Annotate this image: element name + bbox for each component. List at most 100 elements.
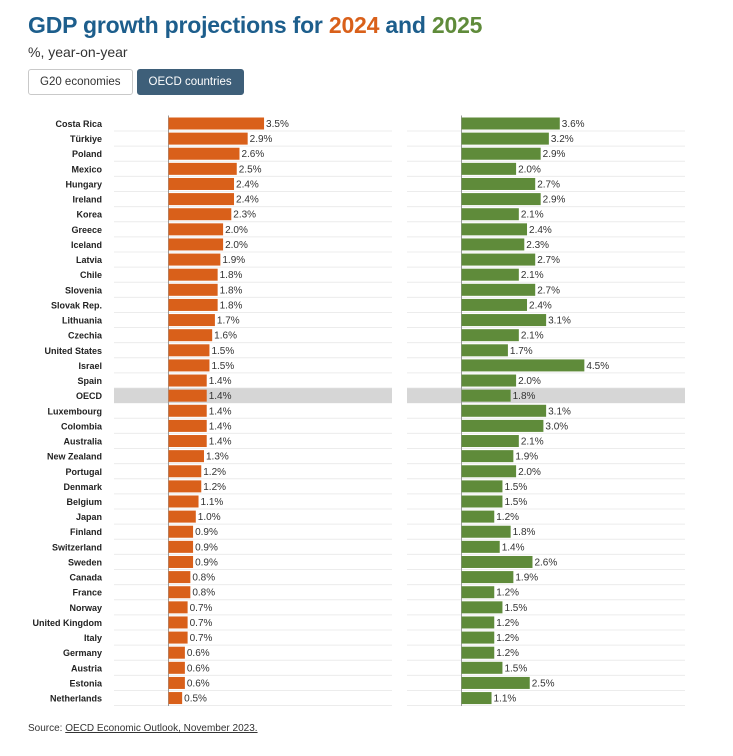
tab-oecd-countries[interactable]: OECD countries [136,69,244,95]
value-label: 0.6% [187,663,210,674]
category-label: Japan [76,512,102,522]
value-label: 1.2% [496,588,519,599]
value-label: 1.0% [198,512,221,523]
source-note: Source: OECD Economic Outlook, November … [28,723,258,734]
category-label: United Kingdom [33,618,103,628]
value-label: 1.4% [209,421,232,432]
value-label: 1.1% [201,497,224,508]
bar-2024 [168,193,235,206]
bar-2025 [461,692,492,705]
bar-2024 [168,268,218,281]
bar-2025 [461,601,503,614]
bar-2025 [461,359,585,372]
category-label: Estonia [69,678,103,688]
bar-2024 [168,132,248,145]
category-label: Norway [69,603,102,613]
source-link[interactable]: OECD Economic Outlook, November 2023. [65,723,258,734]
value-label: 2.0% [225,225,248,236]
value-label: 2.9% [543,149,566,160]
category-label: Germany [63,648,102,658]
category-label: Denmark [63,482,103,492]
category-label: New Zealand [47,452,102,462]
category-label: Portugal [65,467,102,477]
category-label: Canada [69,573,103,583]
category-label: United States [44,346,102,356]
bar-2024 [168,329,213,342]
value-label: 2.1% [521,210,544,221]
value-label: 1.4% [502,542,525,553]
value-label: 0.7% [190,603,213,614]
value-label: 2.3% [233,210,256,221]
value-label: 1.8% [220,270,243,281]
bar-2024 [168,616,188,629]
bar-2024 [168,208,232,221]
bar-2024 [168,147,240,160]
category-label: Spain [77,376,102,386]
category-label: Korea [76,210,103,220]
category-label: Türkiye [70,134,102,144]
value-label: 1.5% [211,361,234,372]
bar-2025 [461,374,517,387]
category-label: Mexico [71,164,102,174]
bar-2025 [461,646,495,659]
value-label: 0.8% [192,588,215,599]
category-label: Costa Rica [55,119,103,129]
category-label: Sweden [68,557,102,567]
bar-2024 [168,676,185,689]
bar-2025 [461,586,495,599]
bar-2024 [168,389,207,402]
bar-2025 [461,329,519,342]
bar-2024 [168,314,215,327]
value-label: 0.7% [190,633,213,644]
bar-2025 [461,510,495,523]
value-label: 3.0% [545,421,568,432]
chart-title: GDP growth projections for 2024 and 2025 [28,12,482,39]
chart-subtitle: %, year-on-year [28,44,128,60]
value-label: 1.5% [504,603,527,614]
category-label: Netherlands [50,694,102,704]
title-year-2025: 2025 [431,12,483,38]
bar-2024 [168,435,207,448]
value-label: 1.5% [504,482,527,493]
bar-2025 [461,193,541,206]
bar-2025 [461,435,519,448]
bar-2024 [168,465,202,478]
bar-2025 [461,147,541,160]
bar-2025 [461,389,511,402]
value-label: 1.4% [209,437,232,448]
value-label: 2.7% [537,255,560,266]
value-label: 1.8% [513,527,536,538]
value-label: 0.9% [195,542,218,553]
value-label: 2.5% [239,164,262,175]
value-label: 1.4% [209,406,232,417]
value-label: 1.3% [206,452,229,463]
bar-2025 [461,676,530,689]
bar-2024 [168,510,196,523]
bar-2024 [168,298,218,311]
value-label: 3.2% [551,134,574,145]
bar-2024 [168,177,235,190]
bar-2024 [168,223,224,236]
value-label: 1.9% [515,452,538,463]
highlight-row-band [114,388,392,404]
bar-2024 [168,162,237,175]
category-label: Colombia [61,421,103,431]
value-label: 2.1% [521,270,544,281]
bar-2025 [461,661,503,674]
tab-g20-economies[interactable]: G20 economies [28,69,133,95]
value-label: 3.1% [548,316,571,327]
title-year-2024: 2024 [328,12,380,38]
bar-2025 [461,223,528,236]
value-label: 1.7% [510,346,533,357]
bar-2024 [168,586,191,599]
category-label: Czechia [68,331,103,341]
value-label: 1.8% [513,391,536,402]
value-label: 0.6% [187,678,210,689]
value-label: 1.9% [222,255,245,266]
value-label: 2.9% [250,134,273,145]
bar-2024 [168,571,191,584]
bar-2025 [461,450,514,463]
tab-bar: G20 economies OECD countries [28,69,244,95]
value-label: 0.5% [184,694,207,705]
value-label: 1.8% [220,285,243,296]
